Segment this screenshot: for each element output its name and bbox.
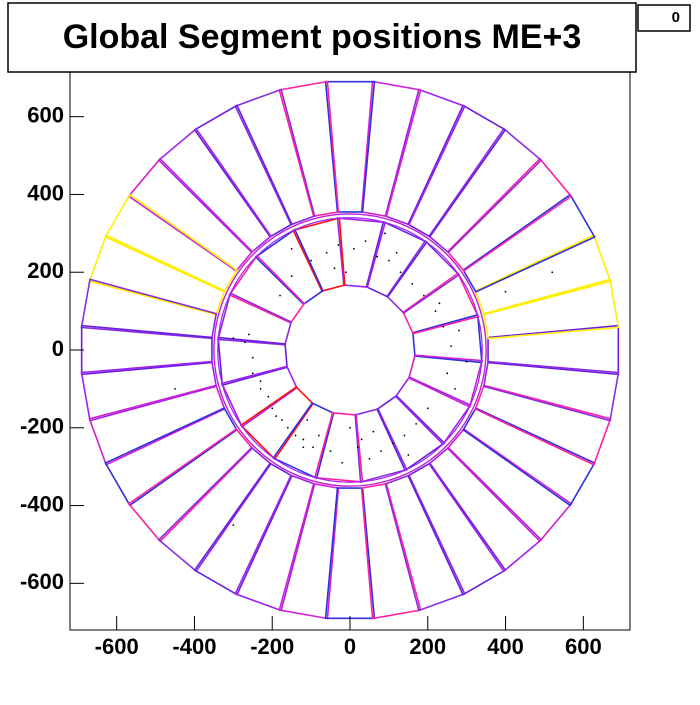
x-tick-label: 400 — [487, 634, 524, 659]
segment-point — [232, 337, 235, 340]
segment-point — [290, 275, 293, 278]
segment-point — [341, 461, 344, 464]
x-tick-label: 200 — [409, 634, 446, 659]
y-tick-label: 200 — [27, 258, 64, 283]
x-tick-label: 600 — [565, 634, 602, 659]
y-tick-label: 600 — [27, 102, 64, 127]
segment-point — [391, 442, 394, 445]
chart-title: Global Segment positions ME+3 — [63, 18, 582, 56]
segment-point — [356, 446, 359, 449]
segment-point — [395, 251, 398, 254]
segment-point — [551, 271, 554, 274]
segment-point — [399, 271, 402, 274]
chamber — [482, 360, 620, 422]
segment-point — [302, 438, 305, 441]
chamber-outlines — [80, 80, 620, 620]
segment-point — [442, 325, 445, 328]
segment-point — [333, 267, 336, 270]
segment-point — [407, 454, 410, 456]
segment-point — [325, 251, 328, 254]
segment-point — [174, 387, 176, 390]
segment-point — [352, 247, 355, 250]
segment-point — [294, 434, 297, 437]
segment-point — [438, 302, 441, 305]
segment-point — [247, 333, 250, 336]
segment-point — [450, 345, 453, 348]
segment-point — [345, 271, 348, 274]
segment-point — [329, 450, 332, 453]
segment-point — [279, 294, 281, 297]
x-tick-label: -600 — [95, 634, 139, 659]
segment-point — [302, 446, 305, 449]
segment-point — [251, 372, 254, 375]
segment-point — [306, 419, 309, 421]
segment-point — [403, 434, 406, 437]
segment-point — [310, 259, 313, 262]
segment-point — [465, 360, 468, 363]
segment-point — [286, 426, 289, 429]
segment-point — [422, 294, 425, 297]
segment-point — [411, 282, 414, 285]
segment-point — [337, 244, 340, 246]
segment-point — [271, 407, 274, 410]
x-tick-label: 0 — [344, 634, 356, 659]
y-tick-label: 0 — [52, 336, 64, 361]
segment-point — [290, 247, 293, 250]
segment-point — [275, 415, 278, 418]
segment-point — [232, 524, 235, 526]
x-tick-label: -200 — [250, 634, 294, 659]
segment-point — [415, 422, 418, 425]
segment-point — [312, 446, 314, 449]
ring-boundary — [213, 213, 487, 487]
segment-point — [426, 407, 429, 410]
y-tick-label: 400 — [27, 180, 64, 205]
segment-point — [349, 426, 351, 429]
y-tick-label: -600 — [20, 569, 64, 594]
y-tick-label: -400 — [20, 491, 64, 516]
stats-box — [637, 4, 691, 32]
stats-value: 0 — [672, 9, 680, 26]
segment-point — [446, 372, 449, 375]
segment-point — [387, 259, 390, 262]
segment-point — [384, 232, 386, 235]
segment-point — [251, 356, 254, 359]
segment-point — [317, 434, 320, 437]
segment-point — [457, 329, 460, 332]
segment-point — [364, 240, 367, 243]
segment-point — [376, 255, 379, 258]
segment-point — [454, 387, 456, 390]
segment-point — [267, 395, 270, 398]
segment-point — [504, 290, 507, 293]
segment-point — [244, 341, 246, 344]
y-tick-label: -200 — [20, 414, 64, 439]
segment-point — [259, 387, 262, 390]
segment-point — [360, 438, 363, 441]
segment-point — [368, 457, 371, 460]
segment-point — [372, 430, 375, 433]
segment-point — [434, 310, 437, 313]
x-tick-label: -400 — [172, 634, 216, 659]
segment-point — [259, 380, 262, 383]
segment-point — [380, 450, 383, 453]
segment-point — [281, 419, 283, 421]
ring-boundary — [217, 217, 483, 483]
title-box — [7, 2, 637, 73]
